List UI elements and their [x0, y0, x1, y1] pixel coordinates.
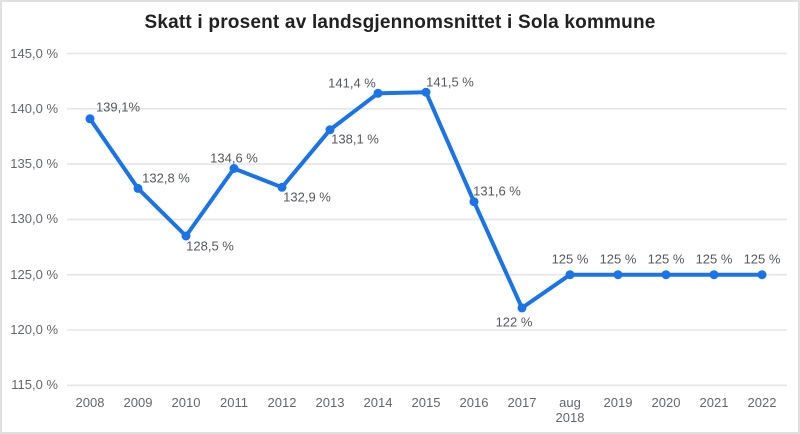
data-point — [133, 183, 143, 193]
data-point — [229, 164, 239, 173]
data-point — [181, 231, 191, 241]
data-point-label: 125 % — [695, 251, 733, 267]
x-tick-label: 2022 — [747, 395, 777, 410]
data-point — [373, 88, 383, 98]
series-line — [88, 90, 764, 310]
data-point-label: 134,6 % — [210, 150, 258, 165]
data-point-label: 125 % — [743, 251, 781, 267]
data-point — [325, 125, 335, 135]
data-point — [709, 270, 719, 280]
data-point-label: 131,6 % — [473, 183, 521, 199]
x-tick-label: 2011 — [220, 395, 248, 410]
chart-title: Skatt i prosent av landsgjennomsnittet i… — [144, 12, 656, 33]
data-point-label: 125 % — [647, 251, 685, 267]
y-tick-label: 140,0 % — [10, 100, 58, 116]
data-point-label: 125 % — [599, 251, 637, 267]
data-point — [277, 182, 287, 192]
x-tick-label: 2015 — [411, 395, 441, 410]
x-tick-label: 2020 — [651, 395, 681, 410]
x-tick-label: 2021 — [699, 395, 729, 410]
data-point-label: 132,9 % — [283, 189, 331, 205]
data-point — [85, 114, 95, 124]
x-tick-label: 2019 — [603, 395, 633, 410]
x-tick-label: 2016 — [459, 395, 489, 410]
data-point-label: 139,1% — [95, 99, 141, 115]
x-tick-label: 2010 — [171, 395, 201, 410]
y-tick-label: 130,0 % — [10, 211, 58, 227]
y-tick-label: 135,0 % — [10, 156, 58, 172]
data-point-label: 141,5 % — [426, 74, 474, 90]
x-tick-label: 2013 — [315, 395, 345, 410]
x-tick-label: 2012 — [267, 395, 297, 410]
data-point-label: 132,8 % — [142, 170, 190, 186]
x-tick-label: aug 2018 — [555, 395, 585, 425]
y-tick-label: 120,0 % — [10, 322, 58, 337]
y-tick-label: 125,0 % — [10, 266, 58, 282]
data-point — [613, 270, 623, 280]
data-point — [565, 270, 575, 280]
x-tick-label: 2009 — [123, 395, 153, 410]
y-tick-label: 115,0 % — [11, 377, 58, 393]
x-tick-label: 2014 — [363, 395, 393, 410]
y-tick-label: 145,0 % — [10, 45, 58, 61]
data-point — [757, 270, 767, 280]
data-point-label: 138,1 % — [331, 131, 379, 147]
data-point-label: 122 % — [495, 314, 533, 330]
data-point — [661, 270, 671, 280]
data-point — [421, 87, 431, 97]
x-tick-label: 2017 — [507, 395, 537, 410]
x-tick-label: 2008 — [75, 395, 105, 410]
data-point-label: 128,5 % — [186, 238, 234, 254]
data-point-label: 141,4 % — [328, 75, 376, 91]
data-point — [469, 197, 479, 207]
data-point — [517, 303, 527, 313]
data-point-label: 125 % — [551, 251, 589, 267]
